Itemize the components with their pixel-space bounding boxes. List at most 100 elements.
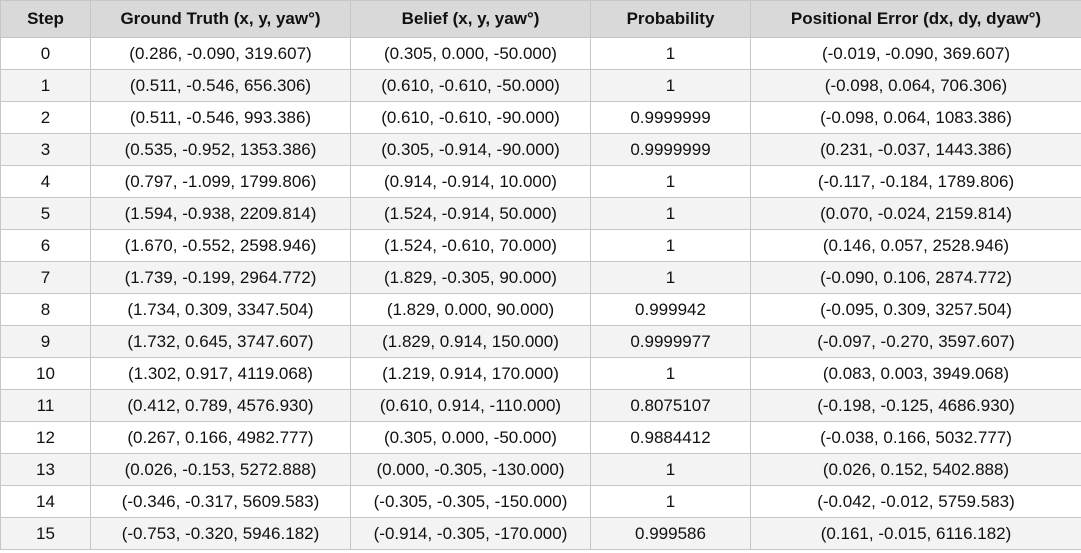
table-row: 2 (0.511, -0.546, 993.386) (0.610, -0.610,… bbox=[0, 101, 1081, 134]
table-row: 3 (0.535, -0.952, 1353.386) (0.305, -0.914… bbox=[0, 133, 1081, 166]
table-cell: (1.524, -0.914, 50.000) bbox=[350, 197, 591, 230]
table-cell: 6 bbox=[0, 229, 91, 262]
header-cell: Step bbox=[0, 0, 91, 38]
header-cell: Belief (x, y, yaw°) bbox=[350, 0, 591, 38]
table-cell: 12 bbox=[0, 421, 91, 454]
table-cell: 14 bbox=[0, 485, 91, 518]
table-row: 14 (-0.346, -0.317, 5609.583) (-0.305, -0.… bbox=[0, 485, 1081, 518]
table-cell: (0.286, -0.090, 319.607) bbox=[90, 37, 351, 70]
table-cell: 0.9999999 bbox=[590, 133, 751, 166]
table-cell: 1 bbox=[590, 357, 751, 390]
table-cell: (-0.117, -0.184, 1789.806) bbox=[750, 165, 1081, 198]
table-cell: (-0.914, -0.305, -170.000) bbox=[350, 517, 591, 550]
table-cell: 1 bbox=[590, 229, 751, 262]
table-cell: 0.8075107 bbox=[590, 389, 751, 422]
table-cell: (1.829, -0.305, 90.000) bbox=[350, 261, 591, 294]
table-cell: 0.999586 bbox=[590, 517, 751, 550]
table-row: 8 (1.734, 0.309, 3347.504) (1.829, 0.000, … bbox=[0, 293, 1081, 326]
table-cell: 2 bbox=[0, 101, 91, 134]
table-cell: (-0.042, -0.012, 5759.583) bbox=[750, 485, 1081, 518]
table-cell: 1 bbox=[0, 69, 91, 102]
table-cell: 5 bbox=[0, 197, 91, 230]
table-cell: 1 bbox=[590, 37, 751, 70]
table-row: 4 (0.797, -1.099, 1799.806) (0.914, -0.914… bbox=[0, 165, 1081, 198]
table-cell: (-0.098, 0.064, 1083.386) bbox=[750, 101, 1081, 134]
table-cell: 0.9884412 bbox=[590, 421, 751, 454]
table-cell: (1.219, 0.914, 170.000) bbox=[350, 357, 591, 390]
table-cell: 13 bbox=[0, 453, 91, 486]
table-cell: (-0.753, -0.320, 5946.182) bbox=[90, 517, 351, 550]
table-cell: 1 bbox=[590, 453, 751, 486]
table-row: 10 (1.302, 0.917, 4119.068) (1.219, 0.914,… bbox=[0, 357, 1081, 390]
table-cell: 4 bbox=[0, 165, 91, 198]
table-cell: 8 bbox=[0, 293, 91, 326]
table-cell: (0.305, 0.000, -50.000) bbox=[350, 421, 591, 454]
table-cell: (0.535, -0.952, 1353.386) bbox=[90, 133, 351, 166]
table-row: 9 (1.732, 0.645, 3747.607) (1.829, 0.914, … bbox=[0, 325, 1081, 358]
table-body: 0 (0.286, -0.090, 319.607) (0.305, 0.000, … bbox=[0, 37, 1081, 550]
table-cell: 1 bbox=[590, 165, 751, 198]
table-cell: (0.305, 0.000, -50.000) bbox=[350, 37, 591, 70]
table-row: 6 (1.670, -0.552, 2598.946) (1.524, -0.610… bbox=[0, 229, 1081, 262]
table-cell: (-0.346, -0.317, 5609.583) bbox=[90, 485, 351, 518]
table-cell: 0.9999999 bbox=[590, 101, 751, 134]
table-cell: (1.732, 0.645, 3747.607) bbox=[90, 325, 351, 358]
table-cell: 0 bbox=[0, 37, 91, 70]
table-cell: 0.9999977 bbox=[590, 325, 751, 358]
table-cell: (0.610, 0.914, -110.000) bbox=[350, 389, 591, 422]
table-cell: (1.670, -0.552, 2598.946) bbox=[90, 229, 351, 262]
table-row: 15 (-0.753, -0.320, 5946.182) (-0.914, -0.… bbox=[0, 517, 1081, 550]
table-cell: (1.829, 0.914, 150.000) bbox=[350, 325, 591, 358]
table-cell: (0.267, 0.166, 4982.777) bbox=[90, 421, 351, 454]
header-cell: Positional Error (dx, dy, dyaw°) bbox=[750, 0, 1081, 38]
table-cell: 9 bbox=[0, 325, 91, 358]
table-cell: (-0.098, 0.064, 706.306) bbox=[750, 69, 1081, 102]
table-row: 5 (1.594, -0.938, 2209.814) (1.524, -0.914… bbox=[0, 197, 1081, 230]
table-cell: 3 bbox=[0, 133, 91, 166]
table-cell: (-0.198, -0.125, 4686.930) bbox=[750, 389, 1081, 422]
header-cell: Probability bbox=[590, 0, 751, 38]
table-cell: (0.511, -0.546, 656.306) bbox=[90, 69, 351, 102]
table-cell: 10 bbox=[0, 357, 91, 390]
table-row: 7 (1.739, -0.199, 2964.772) (1.829, -0.305… bbox=[0, 261, 1081, 294]
table-cell: (0.231, -0.037, 1443.386) bbox=[750, 133, 1081, 166]
table-cell: (1.524, -0.610, 70.000) bbox=[350, 229, 591, 262]
table-cell: (0.070, -0.024, 2159.814) bbox=[750, 197, 1081, 230]
table-cell: 0.999942 bbox=[590, 293, 751, 326]
table-cell: (-0.019, -0.090, 369.607) bbox=[750, 37, 1081, 70]
table-cell: 11 bbox=[0, 389, 91, 422]
table-cell: (0.026, 0.152, 5402.888) bbox=[750, 453, 1081, 486]
table-cell: 1 bbox=[590, 485, 751, 518]
table-cell: (1.739, -0.199, 2964.772) bbox=[90, 261, 351, 294]
table-cell: 7 bbox=[0, 261, 91, 294]
table-cell: 1 bbox=[590, 261, 751, 294]
table-row: 1 (0.511, -0.546, 656.306) (0.610, -0.610,… bbox=[0, 69, 1081, 102]
table-cell: (0.914, -0.914, 10.000) bbox=[350, 165, 591, 198]
table-cell: 1 bbox=[590, 69, 751, 102]
table-cell: (0.610, -0.610, -50.000) bbox=[350, 69, 591, 102]
table-row: 0 (0.286, -0.090, 319.607) (0.305, 0.000, … bbox=[0, 37, 1081, 70]
table-cell: (0.161, -0.015, 6116.182) bbox=[750, 517, 1081, 550]
table-cell: (1.829, 0.000, 90.000) bbox=[350, 293, 591, 326]
table-cell: (1.734, 0.309, 3347.504) bbox=[90, 293, 351, 326]
table-cell: (-0.095, 0.309, 3257.504) bbox=[750, 293, 1081, 326]
table-cell: (-0.038, 0.166, 5032.777) bbox=[750, 421, 1081, 454]
table-cell: (-0.305, -0.305, -150.000) bbox=[350, 485, 591, 518]
header-cell: Ground Truth (x, y, yaw°) bbox=[90, 0, 351, 38]
table-cell: (0.412, 0.789, 4576.930) bbox=[90, 389, 351, 422]
table-cell: (-0.097, -0.270, 3597.607) bbox=[750, 325, 1081, 358]
table-cell: 1 bbox=[590, 197, 751, 230]
table-cell: (0.305, -0.914, -90.000) bbox=[350, 133, 591, 166]
table-row: 12 (0.267, 0.166, 4982.777) (0.305, 0.000,… bbox=[0, 421, 1081, 454]
table-row: 11 (0.412, 0.789, 4576.930) (0.610, 0.914,… bbox=[0, 389, 1081, 422]
table-cell: 15 bbox=[0, 517, 91, 550]
table-cell: (0.511, -0.546, 993.386) bbox=[90, 101, 351, 134]
table-cell: (0.797, -1.099, 1799.806) bbox=[90, 165, 351, 198]
table-cell: (-0.090, 0.106, 2874.772) bbox=[750, 261, 1081, 294]
table-cell: (0.000, -0.305, -130.000) bbox=[350, 453, 591, 486]
header-row: Step Ground Truth (x, y, yaw°) Belief (x, … bbox=[0, 0, 1081, 38]
table-cell: (0.146, 0.057, 2528.946) bbox=[750, 229, 1081, 262]
table-cell: (0.083, 0.003, 3949.068) bbox=[750, 357, 1081, 390]
